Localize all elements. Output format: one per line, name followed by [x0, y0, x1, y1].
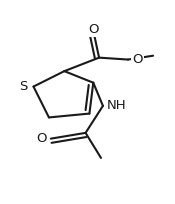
Text: S: S	[19, 80, 28, 93]
Text: O: O	[88, 23, 99, 36]
Text: O: O	[37, 132, 47, 145]
Text: NH: NH	[107, 99, 126, 112]
Text: O: O	[132, 53, 142, 66]
